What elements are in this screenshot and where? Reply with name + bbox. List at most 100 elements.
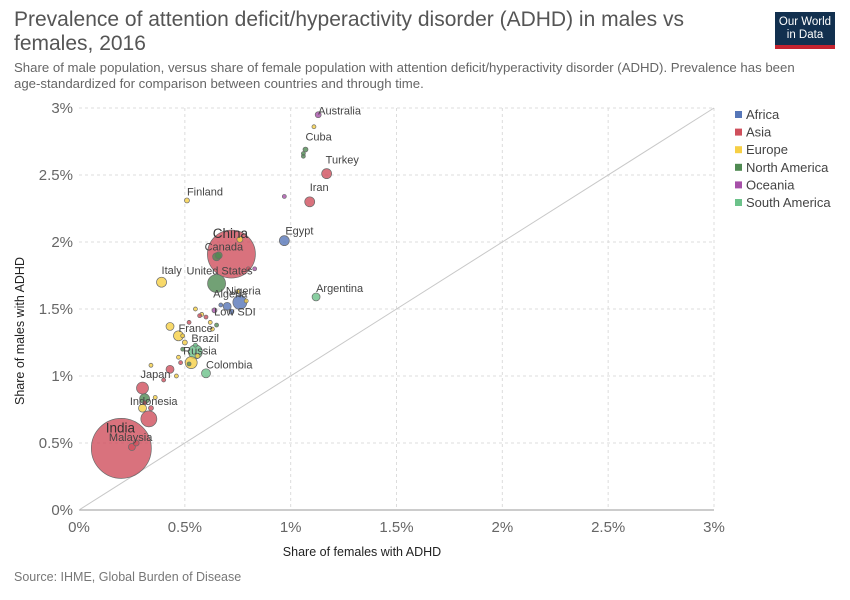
legend: Africa Asia Europe North America Oceania Sout… bbox=[735, 107, 831, 210]
point-label: Brazil bbox=[191, 333, 219, 345]
point-label: Australia bbox=[318, 106, 362, 118]
data-point[interactable] bbox=[207, 229, 256, 279]
x-tick-label: 0.5% bbox=[168, 519, 202, 536]
point-label: United States bbox=[187, 266, 254, 278]
data-point[interactable] bbox=[176, 354, 181, 360]
point-label: Low SDI bbox=[214, 306, 256, 318]
data-point[interactable] bbox=[228, 308, 235, 315]
point-label: Turkey bbox=[326, 155, 360, 167]
legend-swatch[interactable] bbox=[735, 146, 742, 154]
data-point[interactable] bbox=[311, 124, 317, 130]
data-point[interactable] bbox=[186, 361, 192, 367]
legend-swatch[interactable] bbox=[735, 128, 742, 136]
data-point[interactable] bbox=[152, 395, 158, 400]
data-point[interactable] bbox=[148, 362, 154, 368]
source-note: Source: IHME, Global Burden of Disease bbox=[14, 570, 242, 584]
legend-label[interactable]: Asia bbox=[746, 125, 772, 140]
data-point[interactable] bbox=[207, 274, 226, 293]
data-point[interactable] bbox=[218, 302, 224, 308]
data-point[interactable] bbox=[178, 360, 183, 365]
logo-line1: Our World bbox=[778, 16, 832, 28]
point-label: Iran bbox=[310, 182, 329, 194]
point-label: Finland bbox=[187, 186, 223, 198]
data-point[interactable] bbox=[128, 443, 136, 451]
data-point[interactable] bbox=[281, 194, 287, 199]
data-point[interactable] bbox=[156, 276, 167, 288]
data-point[interactable] bbox=[278, 235, 290, 247]
legend-label[interactable]: North America bbox=[746, 160, 829, 175]
legend-swatch[interactable] bbox=[735, 199, 742, 206]
data-point[interactable] bbox=[148, 405, 154, 412]
data-point[interactable] bbox=[184, 356, 198, 369]
legend-label[interactable]: South America bbox=[746, 195, 831, 210]
x-tick-label: 1% bbox=[280, 519, 302, 536]
point-label: India bbox=[106, 420, 136, 435]
data-point[interactable] bbox=[136, 381, 149, 395]
data-point[interactable] bbox=[201, 368, 211, 379]
data-point[interactable] bbox=[301, 151, 306, 156]
legend-swatch[interactable] bbox=[735, 111, 742, 118]
data-point[interactable] bbox=[180, 346, 186, 352]
chart-title: Prevalence of attention deficit/hyperact… bbox=[14, 8, 684, 55]
x-tick-label: 2% bbox=[491, 519, 513, 536]
point-label: Russia bbox=[183, 346, 218, 358]
data-point[interactable] bbox=[214, 322, 219, 328]
legend-label[interactable]: Africa bbox=[746, 107, 780, 122]
data-point[interactable] bbox=[181, 339, 188, 346]
data-point[interactable] bbox=[304, 196, 316, 208]
y-axis-label: Share of males with ADHD bbox=[13, 257, 27, 405]
y-tick-label: 1.5% bbox=[39, 301, 73, 318]
legend-label[interactable]: Oceania bbox=[746, 177, 795, 192]
point-label: Nigeria bbox=[226, 285, 262, 297]
data-point[interactable] bbox=[311, 292, 321, 302]
data-point[interactable] bbox=[140, 410, 158, 428]
y-tick-label: 3% bbox=[51, 100, 73, 117]
data-point[interactable] bbox=[245, 266, 251, 272]
data-point[interactable] bbox=[211, 307, 218, 314]
data-point[interactable] bbox=[193, 342, 198, 348]
data-point[interactable] bbox=[184, 197, 190, 204]
owid-logo[interactable]: Our World in Data bbox=[775, 12, 835, 49]
data-point[interactable] bbox=[142, 400, 147, 406]
data-point[interactable] bbox=[321, 168, 332, 180]
data-points bbox=[90, 111, 332, 479]
data-point[interactable] bbox=[314, 111, 322, 119]
point-label: Japan bbox=[141, 369, 171, 381]
logo-line2: in Data bbox=[786, 28, 824, 41]
data-point[interactable] bbox=[165, 322, 175, 331]
data-point[interactable] bbox=[138, 403, 147, 413]
y-tick-label: 1% bbox=[51, 368, 73, 385]
data-point[interactable] bbox=[180, 333, 186, 339]
data-point[interactable] bbox=[222, 301, 232, 311]
data-point[interactable] bbox=[235, 289, 241, 294]
data-point[interactable] bbox=[174, 373, 179, 379]
point-label: Cuba bbox=[305, 132, 332, 144]
data-point[interactable] bbox=[252, 266, 258, 272]
legend-swatch[interactable] bbox=[735, 181, 742, 189]
y-tick-label: 0.5% bbox=[39, 435, 73, 452]
x-tick-label: 0% bbox=[68, 519, 90, 536]
x-tick-label: 1.5% bbox=[379, 519, 413, 536]
data-point[interactable] bbox=[203, 314, 209, 320]
data-point[interactable] bbox=[90, 418, 152, 479]
data-point[interactable] bbox=[161, 377, 167, 383]
data-point[interactable] bbox=[214, 251, 223, 260]
data-point[interactable] bbox=[236, 235, 244, 243]
data-point[interactable] bbox=[210, 326, 215, 332]
y-tick-label: 2.5% bbox=[39, 167, 73, 184]
data-point[interactable] bbox=[243, 298, 249, 304]
data-point[interactable] bbox=[193, 306, 198, 312]
data-point[interactable] bbox=[302, 146, 309, 153]
data-point[interactable] bbox=[197, 313, 202, 319]
data-point[interactable] bbox=[186, 320, 192, 325]
data-point[interactable] bbox=[194, 353, 201, 359]
data-point[interactable] bbox=[132, 439, 140, 447]
legend-label[interactable]: Europe bbox=[746, 142, 788, 157]
data-point[interactable] bbox=[207, 320, 213, 325]
legend-swatch[interactable] bbox=[735, 163, 742, 171]
point-label: Indonesia bbox=[130, 396, 179, 408]
data-point[interactable] bbox=[165, 364, 175, 374]
chart-subtitle: Share of male population, versus share o… bbox=[14, 60, 795, 91]
point-labels: India China United States Indonesia Brazil Ni… bbox=[106, 106, 364, 444]
